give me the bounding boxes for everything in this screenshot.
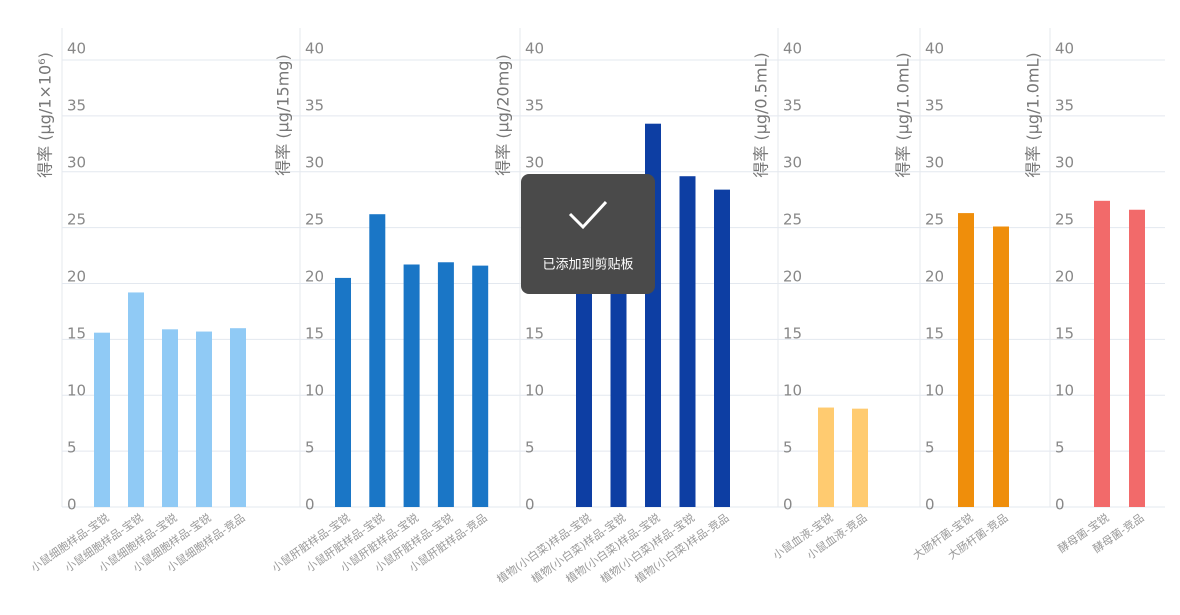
y-tick-label: 20 bbox=[925, 268, 944, 286]
bar bbox=[369, 214, 386, 507]
y-tick-label: 40 bbox=[525, 40, 544, 58]
bar bbox=[437, 262, 454, 507]
y-tick-label: 35 bbox=[925, 97, 944, 115]
y-tick-label: 40 bbox=[925, 40, 944, 58]
bar bbox=[472, 265, 489, 507]
y-tick-label: 25 bbox=[305, 211, 324, 229]
y-tick-label: 40 bbox=[783, 40, 802, 58]
bar bbox=[679, 176, 696, 507]
bar bbox=[1129, 209, 1145, 507]
y-tick-label: 25 bbox=[67, 211, 86, 229]
y-tick-label: 20 bbox=[783, 268, 802, 286]
y-tick-label: 0 bbox=[305, 496, 315, 514]
y-tick-label: 30 bbox=[305, 154, 324, 172]
y-axis-title: 得率 (μg/0.5mL) bbox=[752, 52, 771, 177]
y-tick-label: 30 bbox=[783, 154, 802, 172]
y-tick-label: 0 bbox=[1055, 496, 1065, 514]
y-tick-label: 15 bbox=[305, 325, 324, 343]
y-tick-label: 5 bbox=[925, 439, 935, 457]
bar bbox=[403, 264, 420, 507]
y-tick-label: 10 bbox=[305, 382, 324, 400]
bar bbox=[162, 329, 178, 507]
y-tick-label: 35 bbox=[1055, 97, 1074, 115]
y-tick-label: 35 bbox=[783, 97, 802, 115]
y-tick-label: 40 bbox=[305, 40, 324, 58]
bar bbox=[576, 238, 592, 508]
bar bbox=[818, 407, 834, 507]
bar bbox=[196, 331, 212, 507]
toast: 已添加到剪贴板 bbox=[521, 174, 655, 294]
y-tick-label: 15 bbox=[925, 325, 944, 343]
y-tick-label: 5 bbox=[1055, 439, 1065, 457]
y-tick-label: 0 bbox=[67, 496, 77, 514]
y-tick-label: 5 bbox=[525, 439, 535, 457]
y-tick-label: 35 bbox=[305, 97, 324, 115]
y-tick-label: 15 bbox=[67, 325, 86, 343]
bar bbox=[128, 292, 144, 507]
y-tick-label: 0 bbox=[525, 496, 535, 514]
y-tick-label: 10 bbox=[1055, 382, 1074, 400]
y-tick-label: 10 bbox=[925, 382, 944, 400]
bar bbox=[1094, 200, 1110, 507]
y-tick-label: 35 bbox=[67, 97, 86, 115]
bar bbox=[94, 332, 110, 507]
y-tick-label: 15 bbox=[783, 325, 802, 343]
y-tick-label: 5 bbox=[67, 439, 77, 457]
y-tick-label: 40 bbox=[1055, 40, 1074, 58]
bar bbox=[335, 277, 351, 507]
y-tick-label: 15 bbox=[525, 325, 544, 343]
y-tick-label: 10 bbox=[67, 382, 86, 400]
y-tick-label: 25 bbox=[783, 211, 802, 229]
y-tick-label: 15 bbox=[1055, 325, 1074, 343]
y-tick-label: 20 bbox=[305, 268, 324, 286]
bar bbox=[852, 408, 868, 507]
bar bbox=[230, 328, 246, 507]
check-icon bbox=[568, 200, 608, 230]
y-tick-label: 40 bbox=[67, 40, 86, 58]
y-tick-label: 25 bbox=[1055, 211, 1074, 229]
bar bbox=[714, 189, 730, 507]
y-axis-title: 得率 (μg/1.0mL) bbox=[894, 52, 913, 177]
y-axis-title: 得率 (μg/15mg) bbox=[274, 54, 293, 175]
y-tick-label: 30 bbox=[1055, 154, 1074, 172]
bar bbox=[958, 213, 974, 507]
y-tick-label: 10 bbox=[783, 382, 802, 400]
y-tick-label: 30 bbox=[67, 154, 86, 172]
y-tick-label: 20 bbox=[1055, 268, 1074, 286]
y-tick-label: 0 bbox=[783, 496, 793, 514]
y-axis-title: 得率 (μg/1.0mL) bbox=[1024, 52, 1043, 177]
y-tick-label: 25 bbox=[925, 211, 944, 229]
y-tick-label: 5 bbox=[305, 439, 315, 457]
y-tick-label: 5 bbox=[783, 439, 793, 457]
y-tick-label: 30 bbox=[925, 154, 944, 172]
y-axis-title: 得率 (μg/20mg) bbox=[494, 54, 513, 175]
toast-background bbox=[521, 174, 655, 294]
y-axis-title: 得率 (μg/1×10⁶) bbox=[36, 52, 55, 178]
y-tick-label: 0 bbox=[925, 496, 935, 514]
y-tick-label: 20 bbox=[67, 268, 86, 286]
y-tick-label: 30 bbox=[525, 154, 544, 172]
bar bbox=[993, 226, 1009, 507]
y-tick-label: 10 bbox=[525, 382, 544, 400]
y-tick-label: 35 bbox=[525, 97, 544, 115]
bar bbox=[610, 227, 627, 507]
toast-message: 已添加到剪贴板 bbox=[542, 257, 633, 273]
